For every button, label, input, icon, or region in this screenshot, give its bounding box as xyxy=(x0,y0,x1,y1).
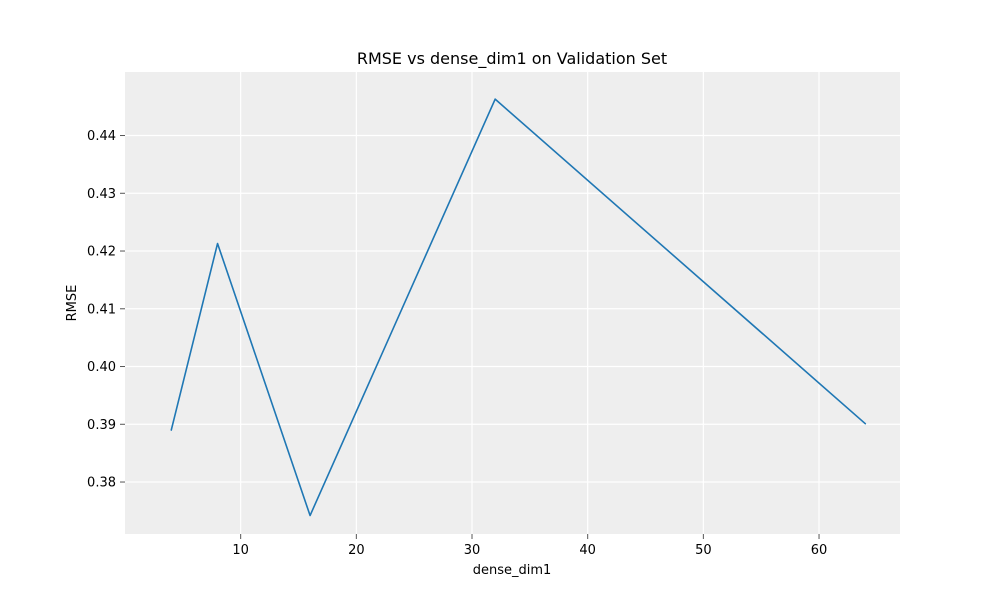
y-tick-label: 0.40 xyxy=(87,360,116,375)
y-tick-label: 0.39 xyxy=(87,418,116,433)
x-tick-label: 10 xyxy=(232,543,249,558)
x-tick-label: 40 xyxy=(579,543,596,558)
x-axis-label: dense_dim1 xyxy=(473,563,552,578)
y-axis-label: RMSE xyxy=(65,285,80,322)
x-tick-label: 30 xyxy=(464,543,481,558)
y-tick-label: 0.42 xyxy=(87,245,116,260)
chart-title: RMSE vs dense_dim1 on Validation Set xyxy=(357,49,667,69)
x-tick-label: 20 xyxy=(348,543,365,558)
y-tick-label: 0.41 xyxy=(87,302,116,317)
x-tick-label: 60 xyxy=(811,543,828,558)
x-axis-ticks: 10 20 30 40 50 60 xyxy=(232,534,827,558)
y-tick-label: 0.43 xyxy=(87,187,116,202)
y-tick-label: 0.38 xyxy=(87,476,116,491)
y-tick-label: 0.44 xyxy=(87,129,116,144)
y-axis-ticks: 0.38 0.39 0.40 0.41 0.42 0.43 0.44 xyxy=(87,129,125,491)
x-tick-label: 50 xyxy=(695,543,712,558)
